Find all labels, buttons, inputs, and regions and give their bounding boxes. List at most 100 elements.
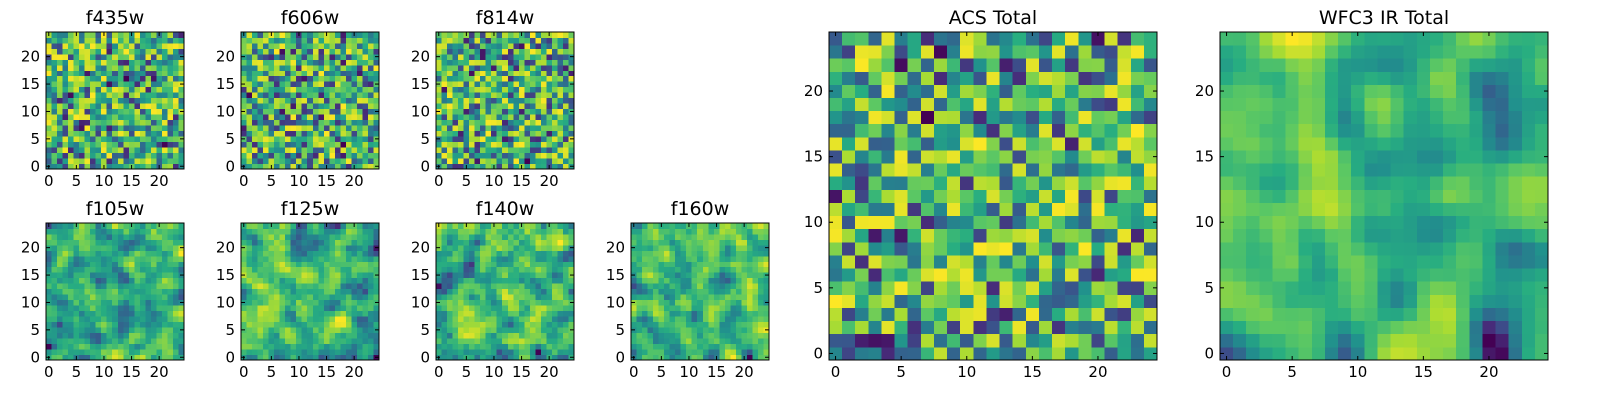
- heatmap-cell: [894, 294, 909, 308]
- heatmap-cell: [735, 343, 742, 350]
- heatmap-cell: [84, 288, 91, 295]
- heatmap-cell: [112, 283, 119, 290]
- heatmap-cell: [540, 255, 547, 262]
- heatmap-cell: [123, 92, 130, 99]
- heatmap-cell: [513, 48, 520, 55]
- heatmap-cell: [123, 108, 130, 115]
- heatmap-cell: [323, 288, 330, 295]
- heatmap-cell: [57, 332, 63, 339]
- heatmap-cell: [691, 310, 698, 317]
- heatmap-cell: [518, 130, 525, 137]
- heatmap-cell: [123, 86, 130, 93]
- heatmap-cell: [447, 228, 453, 235]
- heatmap-cell: [263, 147, 269, 153]
- heatmap-cell: [562, 250, 569, 257]
- heatmap-cell: [491, 316, 498, 323]
- heatmap-cell: [279, 239, 286, 246]
- heatmap-cell: [647, 299, 654, 306]
- heatmap-cell: [502, 327, 509, 333]
- heatmap-cell: [691, 244, 698, 251]
- heatmap-cell: [664, 283, 671, 290]
- heatmap-cell: [469, 64, 476, 71]
- heatmap-cell: [686, 283, 693, 290]
- heatmap-cell: [529, 70, 536, 77]
- heatmap-cell: [518, 272, 525, 279]
- heatmap-cell: [664, 239, 671, 246]
- heatmap-cell: [540, 294, 547, 301]
- heatmap-cell: [535, 48, 542, 55]
- heatmap-cell: [724, 354, 731, 361]
- heatmap-cell: [502, 158, 509, 164]
- heatmap-cell: [263, 64, 269, 71]
- heatmap-cell: [307, 228, 314, 235]
- heatmap-cell: [540, 48, 547, 55]
- heatmap-cell: [156, 228, 163, 235]
- heatmap-cell: [999, 320, 1014, 335]
- heatmap-cell: [436, 283, 442, 290]
- heatmap-cell: [551, 321, 558, 328]
- heatmap-cell: [496, 130, 503, 137]
- heatmap-cell: [263, 141, 269, 148]
- heatmap-cell: [474, 349, 481, 355]
- heatmap-cell: [513, 70, 520, 77]
- heatmap-cell: [351, 283, 358, 290]
- heatmap-cell: [502, 119, 509, 126]
- heatmap-cell: [562, 223, 569, 229]
- heatmap-cell: [106, 92, 113, 99]
- heatmap-cell: [474, 119, 481, 126]
- heatmap-cell: [551, 343, 558, 350]
- heatmap-cell: [79, 64, 86, 71]
- heatmap-cell: [345, 277, 352, 284]
- heatmap-cell: [167, 147, 174, 153]
- heatmap-cell: [447, 223, 453, 229]
- heatmap-cell: [458, 37, 464, 44]
- heatmap-cell: [463, 266, 470, 273]
- heatmap-cell: [340, 103, 347, 110]
- heatmap-cell: [447, 64, 453, 71]
- heatmap-cell: [307, 261, 314, 268]
- heatmap-cell: [84, 255, 91, 262]
- heatmap-cell: [117, 272, 124, 279]
- heatmap-cell: [730, 239, 737, 246]
- heatmap-cell: [502, 294, 509, 301]
- heatmap-cell: [535, 152, 542, 159]
- heatmap-cell: [90, 244, 97, 251]
- heatmap-cell: [345, 310, 352, 317]
- heatmap-cell: [702, 239, 709, 246]
- heatmap-cell: [301, 321, 308, 328]
- heatmap-cell: [79, 310, 86, 317]
- heatmap-cell: [362, 163, 369, 170]
- heatmap-cell: [1038, 228, 1053, 243]
- heatmap-cell: [675, 305, 682, 312]
- heatmap-cell: [675, 223, 682, 229]
- heatmap-cell: [855, 228, 869, 243]
- heatmap-cell: [139, 81, 146, 88]
- heatmap-cell: [491, 327, 498, 333]
- heatmap-cell: [268, 37, 275, 44]
- heatmap-cell: [156, 147, 163, 153]
- heatmap-cell: [167, 332, 174, 339]
- heatmap-cell: [496, 163, 503, 170]
- heatmap-cell: [535, 327, 542, 333]
- heatmap-cell: [57, 283, 63, 290]
- heatmap-cell: [90, 283, 97, 290]
- heatmap-cell: [907, 294, 922, 308]
- heatmap-cell: [156, 283, 163, 290]
- heatmap-cell: [307, 147, 314, 153]
- heatmap-cell: [307, 64, 314, 71]
- heatmap-cell: [362, 114, 369, 121]
- heatmap-cell: [117, 266, 124, 273]
- heatmap-cell: [312, 163, 319, 170]
- heatmap-cell: [496, 53, 503, 60]
- heatmap-cell: [441, 103, 448, 110]
- heatmap-cell: [285, 163, 292, 170]
- heatmap-cell: [345, 332, 352, 339]
- heatmap-cell: [524, 37, 531, 44]
- heatmap-cell: [246, 239, 253, 246]
- heatmap-cell: [252, 294, 258, 301]
- heatmap-cell: [513, 277, 520, 284]
- heatmap-cell: [763, 266, 770, 273]
- heatmap-cell: [167, 130, 174, 137]
- y-tick-label: 10: [216, 293, 235, 311]
- heatmap-cell: [441, 261, 448, 268]
